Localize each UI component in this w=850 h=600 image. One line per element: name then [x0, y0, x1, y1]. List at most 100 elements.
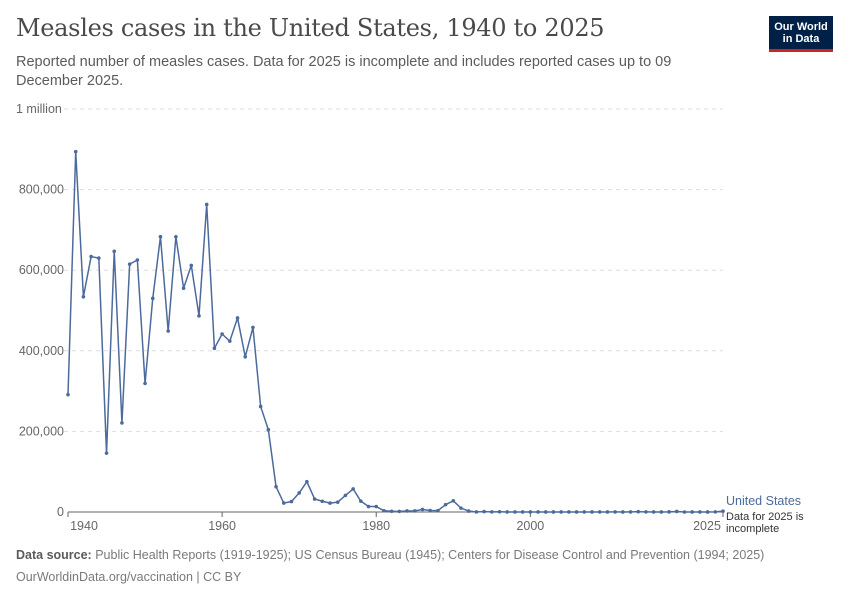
data-point[interactable]: [659, 510, 664, 514]
data-point[interactable]: [567, 510, 571, 514]
data-point[interactable]: [266, 427, 271, 432]
data-point[interactable]: [328, 501, 332, 505]
data-point[interactable]: [143, 381, 147, 386]
x-tick-label: 2025: [693, 519, 721, 533]
data-point[interactable]: [520, 510, 525, 514]
logo-text-line1: Our World: [774, 21, 828, 33]
data-point[interactable]: [698, 510, 702, 514]
data-point[interactable]: [466, 509, 471, 513]
data-point[interactable]: [397, 509, 402, 514]
data-point[interactable]: [181, 286, 186, 291]
data-point[interactable]: [543, 510, 548, 514]
data-point[interactable]: [713, 510, 718, 514]
data-point[interactable]: [628, 510, 633, 514]
data-point[interactable]: [112, 249, 117, 254]
data-point[interactable]: [258, 404, 263, 409]
data-point[interactable]: [343, 493, 348, 498]
data-point[interactable]: [505, 510, 510, 514]
data-point[interactable]: [228, 339, 232, 343]
data-point[interactable]: [359, 499, 363, 503]
data-point[interactable]: [81, 294, 86, 299]
data-point[interactable]: [366, 504, 371, 509]
data-point[interactable]: [613, 510, 617, 514]
data-point[interactable]: [690, 510, 694, 514]
data-point[interactable]: [513, 510, 517, 514]
data-point[interactable]: [297, 491, 301, 495]
data-point[interactable]: [412, 509, 417, 513]
data-point[interactable]: [89, 254, 93, 259]
source-url[interactable]: OurWorldinData.org/vaccination | CC BY: [16, 570, 242, 584]
data-point[interactable]: [235, 316, 240, 320]
data-point[interactable]: [405, 509, 409, 513]
data-point[interactable]: [374, 504, 379, 509]
data-point[interactable]: [536, 510, 540, 514]
data-point[interactable]: [127, 262, 132, 266]
data-point[interactable]: [667, 510, 671, 514]
data-point[interactable]: [335, 500, 340, 504]
data-point[interactable]: [597, 510, 602, 514]
data-point[interactable]: [158, 234, 163, 239]
data-point[interactable]: [590, 510, 594, 514]
chart-subtitle: Reported number of measles cases. Data f…: [16, 54, 672, 89]
data-point[interactable]: [651, 510, 656, 514]
data-point[interactable]: [451, 499, 456, 503]
series-label-united-states: United States: [726, 494, 801, 508]
data-point[interactable]: [443, 502, 448, 507]
data-point[interactable]: [305, 479, 309, 484]
data-point[interactable]: [174, 234, 178, 239]
data-point[interactable]: [320, 499, 325, 504]
data-point[interactable]: [66, 392, 70, 397]
data-point[interactable]: [197, 314, 201, 318]
x-axis-tick-labels: 1940 1960 1980 2000 2025: [67, 512, 724, 533]
data-point[interactable]: [251, 325, 255, 330]
data-point[interactable]: [644, 510, 648, 514]
data-point[interactable]: [490, 510, 494, 514]
data-point[interactable]: [605, 510, 610, 514]
data-point[interactable]: [389, 509, 394, 514]
data-point[interactable]: [682, 510, 687, 514]
data-point[interactable]: [166, 329, 170, 333]
data-point[interactable]: [281, 501, 286, 505]
data-point[interactable]: [574, 510, 579, 514]
data-point[interactable]: [459, 506, 463, 510]
data-point[interactable]: [135, 258, 140, 262]
data-point[interactable]: [636, 509, 641, 514]
data-point[interactable]: [674, 509, 679, 514]
data-point[interactable]: [721, 509, 725, 513]
y-tick-label: 1 million: [16, 102, 62, 116]
owid-logo[interactable]: Our World in Data: [769, 16, 833, 52]
data-point[interactable]: [705, 510, 710, 514]
data-point[interactable]: [428, 508, 432, 513]
data-point[interactable]: [150, 296, 155, 301]
data-point[interactable]: [212, 346, 217, 351]
y-tick-label: 800,000: [19, 183, 64, 197]
data-point[interactable]: [274, 484, 278, 489]
y-tick-label: 600,000: [19, 263, 64, 277]
data-point[interactable]: [243, 354, 248, 359]
data-point[interactable]: [474, 510, 479, 514]
data-point[interactable]: [104, 451, 109, 455]
data-point[interactable]: [189, 263, 194, 268]
data-point[interactable]: [420, 507, 425, 512]
data-source: Data source: Public Health Reports (1919…: [16, 548, 764, 562]
data-point[interactable]: [312, 497, 317, 501]
data-point[interactable]: [351, 487, 355, 491]
data-point[interactable]: [120, 421, 124, 425]
x-tick-label: 1980: [362, 519, 390, 533]
data-point[interactable]: [289, 499, 294, 504]
data-point[interactable]: [73, 149, 78, 154]
series-line-united-states: [67, 150, 724, 513]
data-point[interactable]: [551, 510, 556, 514]
data-point[interactable]: [97, 256, 101, 260]
data-point[interactable]: [528, 510, 533, 514]
data-point[interactable]: [436, 508, 440, 513]
data-point[interactable]: [582, 510, 587, 514]
data-point[interactable]: [382, 508, 386, 513]
data-point[interactable]: [497, 509, 502, 514]
data-point[interactable]: [621, 510, 625, 514]
data-point[interactable]: [482, 509, 486, 514]
line-chart: 0 200,000 400,000 600,000 800,000 1 million 1…: [16, 102, 804, 535]
data-point[interactable]: [559, 510, 563, 514]
data-point[interactable]: [204, 202, 209, 207]
data-point[interactable]: [220, 332, 224, 336]
